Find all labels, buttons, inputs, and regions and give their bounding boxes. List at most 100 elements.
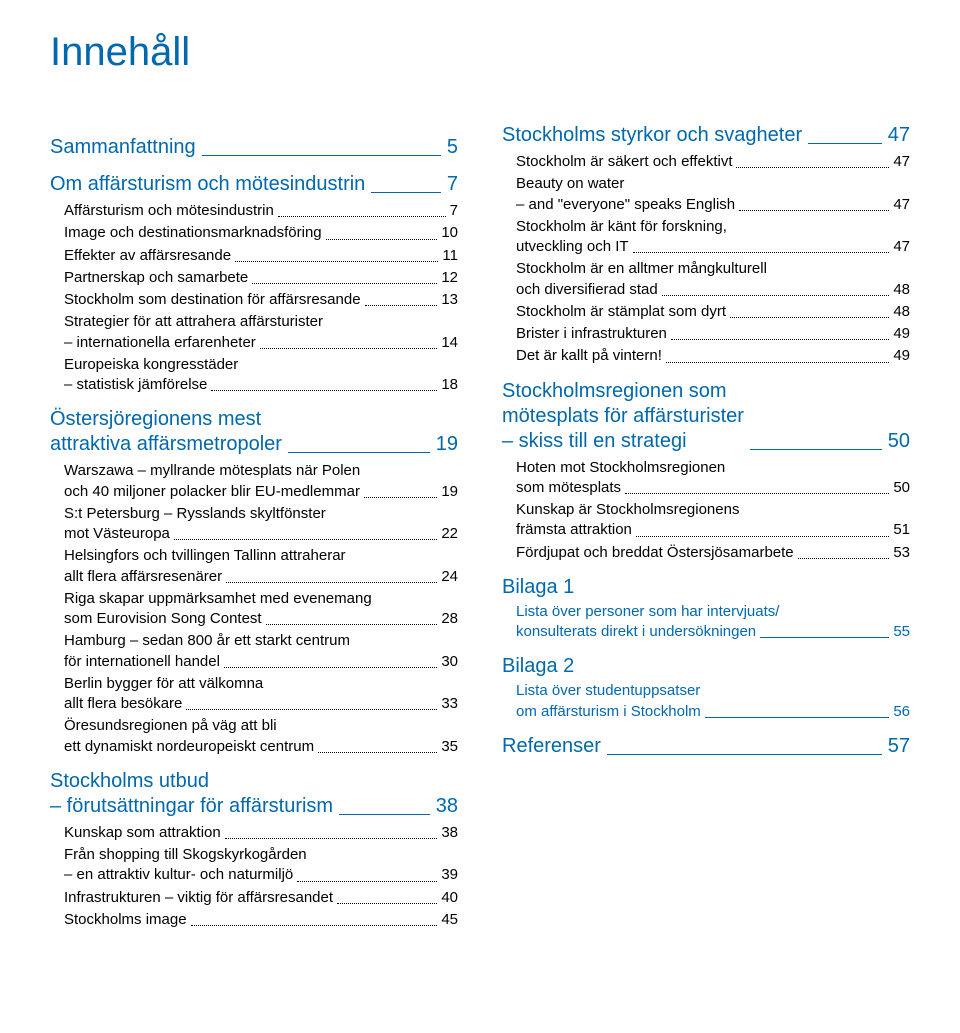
toc-entry: Infrastrukturen – viktig för affärsresan… <box>64 888 458 908</box>
toc-page-number: 56 <box>893 702 910 722</box>
toc-page-number: 47 <box>888 123 910 148</box>
toc-entry-label: Berlin bygger för att välkomna <box>64 674 458 694</box>
toc-page-number: 51 <box>893 520 910 540</box>
toc-entry: Riga skapar uppmärksamhet med evenemangs… <box>64 589 458 630</box>
toc-page-number: 48 <box>893 280 910 300</box>
toc-entry: Stockholms image 45 <box>64 910 458 930</box>
toc-leader-dots <box>671 339 889 340</box>
toc-entry: Stockholm är känt för forskning,utveckli… <box>516 217 910 258</box>
toc-leader-line <box>371 192 441 193</box>
toc-leader-line <box>339 814 430 815</box>
toc-section-label: Stockholms styrkor och svagheter <box>502 123 802 148</box>
toc-entry: Berlin bygger för att välkomnaallt flera… <box>64 674 458 715</box>
toc-entry: Brister i infrastrukturen 49 <box>516 324 910 344</box>
toc-right-column: Stockholms styrkor och svagheter47Stockh… <box>502 123 910 932</box>
toc-entry: Europeiska kongresstäder– statistisk jäm… <box>64 355 458 396</box>
toc-section-heading: Bilaga 2 <box>502 654 910 679</box>
toc-entry-label: Brister i infrastrukturen <box>516 324 667 344</box>
toc-page-number: 12 <box>441 268 458 288</box>
toc-entry: S:t Petersburg – Rysslands skyltfönsterm… <box>64 504 458 545</box>
toc-entry-label: Fördjupat och breddat Östersjösamarbete <box>516 543 794 563</box>
toc-page-number: 47 <box>893 237 910 257</box>
toc-section-label: – förutsättningar för affärsturism <box>50 794 333 819</box>
toc-entry-label: Strategier för att attrahera affärsturis… <box>64 312 458 332</box>
toc-section-heading: Stockholmsregionen sommötesplats för aff… <box>502 379 910 454</box>
toc-entry-label: Stockholm är säkert och effektivt <box>516 152 732 172</box>
toc-entry: Helsingfors och tvillingen Tallinn attra… <box>64 546 458 587</box>
toc-leader-line <box>202 155 441 156</box>
page-title: Innehåll <box>50 30 910 75</box>
toc-section-label: Stockholms utbud <box>50 769 333 794</box>
toc-leader-line <box>288 452 430 453</box>
toc-leader-dots <box>739 210 889 211</box>
toc-section-label: – skiss till en strategi <box>502 429 744 454</box>
toc-section-label: Sammanfattning <box>50 135 196 160</box>
toc-entry: Det är kallt på vintern!49 <box>516 346 910 366</box>
toc-entry-label: och diversifierad stad <box>516 280 658 300</box>
toc-entry-label: främsta attraktion <box>516 520 632 540</box>
toc-entry-label: som Eurovision Song Contest <box>64 609 262 629</box>
toc-page-number: 5 <box>447 135 458 160</box>
toc-columns: Sammanfattning5Om affärsturism och mötes… <box>50 123 910 932</box>
toc-page-number: 28 <box>441 609 458 629</box>
toc-entry: Kunskap är Stockholmsregionensfrämsta at… <box>516 500 910 541</box>
toc-leader-dots <box>191 925 438 926</box>
toc-page-number: 49 <box>893 324 910 344</box>
toc-entry-label: S:t Petersburg – Rysslands skyltfönster <box>64 504 458 524</box>
toc-page-number: 22 <box>441 524 458 544</box>
toc-leader-dots <box>174 539 437 540</box>
toc-entry-label: Infrastrukturen – viktig för affärsresan… <box>64 888 333 908</box>
toc-entry: Fördjupat och breddat Östersjösamarbete5… <box>516 543 910 563</box>
toc-page-number: 24 <box>441 567 458 587</box>
toc-page-number: 13 <box>441 290 458 310</box>
toc-entry: Lista över studentuppsatserom affärsturi… <box>516 681 910 722</box>
toc-leader-dots <box>260 348 438 349</box>
toc-entry-label: allt flera besökare <box>64 694 182 714</box>
toc-entry: Warszawa – myllrande mötesplats när Pole… <box>64 461 458 502</box>
toc-entry-label: – and "everyone" speaks English <box>516 195 735 215</box>
toc-section-label: mötesplats för affärsturister <box>502 404 744 429</box>
toc-section-heading: Bilaga 1 <box>502 575 910 600</box>
toc-entry-label: Från shopping till Skogskyrkogården <box>64 845 458 865</box>
toc-page-number: 18 <box>441 375 458 395</box>
toc-page-number: 35 <box>441 737 458 757</box>
toc-page-number: 45 <box>441 910 458 930</box>
toc-leader-dots <box>730 317 889 318</box>
toc-entry: Partnerskap och samarbete12 <box>64 268 458 288</box>
toc-entry: Öresundsregionen på väg att bliett dynam… <box>64 716 458 757</box>
toc-section-heading: Sammanfattning 5 <box>50 135 458 160</box>
toc-page-number: 40 <box>441 888 458 908</box>
toc-section-label: Bilaga 2 <box>502 654 910 679</box>
toc-page-number: 55 <box>893 622 910 642</box>
toc-page-number: 7 <box>447 172 458 197</box>
toc-page-number: 39 <box>441 865 458 885</box>
toc-entry-label: Hoten mot Stockholmsregionen <box>516 458 910 478</box>
toc-leader-dots <box>278 216 446 217</box>
toc-leader-dots <box>225 838 438 839</box>
toc-leader-dots <box>226 582 437 583</box>
toc-entry: Affärsturism och mötesindustrin7 <box>64 201 458 221</box>
toc-leader-dots <box>235 261 438 262</box>
toc-entry-label: konsulterats direkt i undersökningen <box>516 622 756 642</box>
toc-page-number: 7 <box>450 201 458 221</box>
toc-entry-label: Stockholms image <box>64 910 187 930</box>
toc-entry: Stockholm är säkert och effektivt47 <box>516 152 910 172</box>
toc-section-heading: Referenser57 <box>502 734 910 759</box>
toc-leader-dots <box>186 709 437 710</box>
toc-entry-label: som mötesplats <box>516 478 621 498</box>
toc-page-number: 50 <box>888 429 910 454</box>
toc-page-number: 19 <box>436 432 458 457</box>
toc-leader-dots <box>266 624 438 625</box>
toc-leader-dots <box>666 362 889 363</box>
toc-section-label: Stockholmsregionen som <box>502 379 744 404</box>
toc-leader-dots <box>252 283 437 284</box>
toc-entry-label: Image och destinationsmarknadsföring <box>64 223 322 243</box>
toc-entry-label: Kunskap är Stockholmsregionens <box>516 500 910 520</box>
toc-leader-dots <box>636 536 889 537</box>
toc-entry-label: – en attraktiv kultur- och naturmiljö <box>64 865 293 885</box>
toc-page-number: 14 <box>441 333 458 353</box>
toc-leader-dots <box>326 239 438 240</box>
toc-page-number: 19 <box>441 482 458 502</box>
toc-leader-dots <box>365 305 438 306</box>
toc-page-number: 49 <box>893 346 910 366</box>
